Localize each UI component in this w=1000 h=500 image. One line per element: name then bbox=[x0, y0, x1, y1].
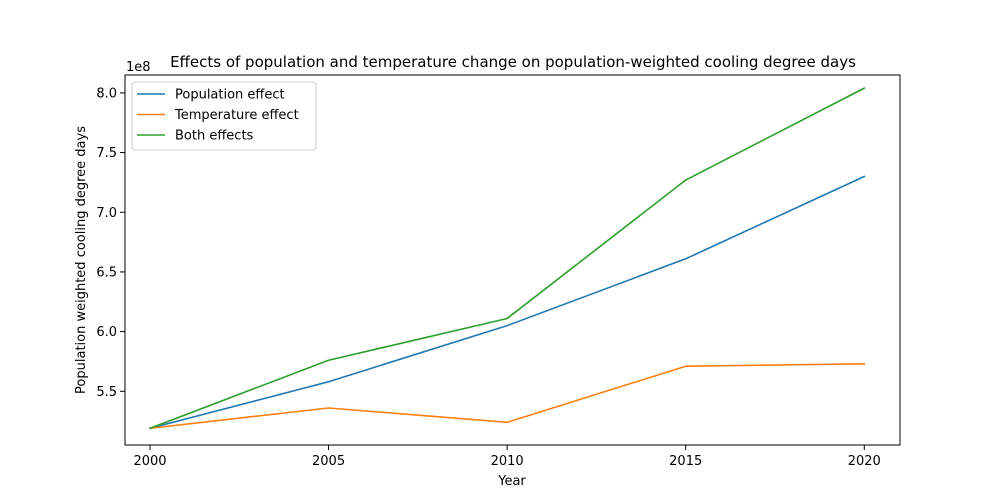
x-tick-label: 2000 bbox=[133, 454, 166, 469]
legend-label: Population effect bbox=[175, 88, 285, 103]
y-axis-label: Population weighted cooling degree days bbox=[74, 126, 89, 394]
y-tick-label: 6.5 bbox=[96, 265, 117, 280]
y-tick-label: 6.0 bbox=[96, 325, 117, 340]
x-tick-label: 2005 bbox=[312, 454, 345, 469]
y-axis: 5.5 6.0 6.5 7.0 7.5 8.0 bbox=[96, 86, 125, 400]
x-tick-label: 2015 bbox=[669, 454, 702, 469]
x-tick-label: 2020 bbox=[848, 454, 881, 469]
series-line-population-effect bbox=[149, 175, 866, 430]
y-tick-label: 7.0 bbox=[96, 206, 117, 221]
y-tick-label: 8.0 bbox=[96, 86, 117, 101]
y-tick-label: 7.5 bbox=[96, 146, 117, 161]
series-lines bbox=[148, 87, 866, 430]
series-line-both-effects bbox=[148, 87, 866, 430]
plot-frame bbox=[124, 74, 901, 446]
legend: Population effect Temperature effect Both … bbox=[131, 81, 317, 151]
x-tick-label: 2010 bbox=[491, 454, 524, 469]
series-line-temperature-effect bbox=[149, 363, 866, 430]
legend-label: Both effects bbox=[175, 129, 254, 144]
y-tick-label: 5.5 bbox=[96, 385, 117, 400]
chart-title: Effects of population and temperature ch… bbox=[170, 53, 856, 71]
x-axis: 2000 2005 2010 2015 2020 bbox=[133, 445, 881, 469]
x-axis-label: Year bbox=[497, 474, 526, 489]
legend-box bbox=[131, 81, 317, 151]
legend-label: Temperature effect bbox=[174, 108, 299, 123]
y-offset-label: 1e8 bbox=[126, 60, 151, 75]
